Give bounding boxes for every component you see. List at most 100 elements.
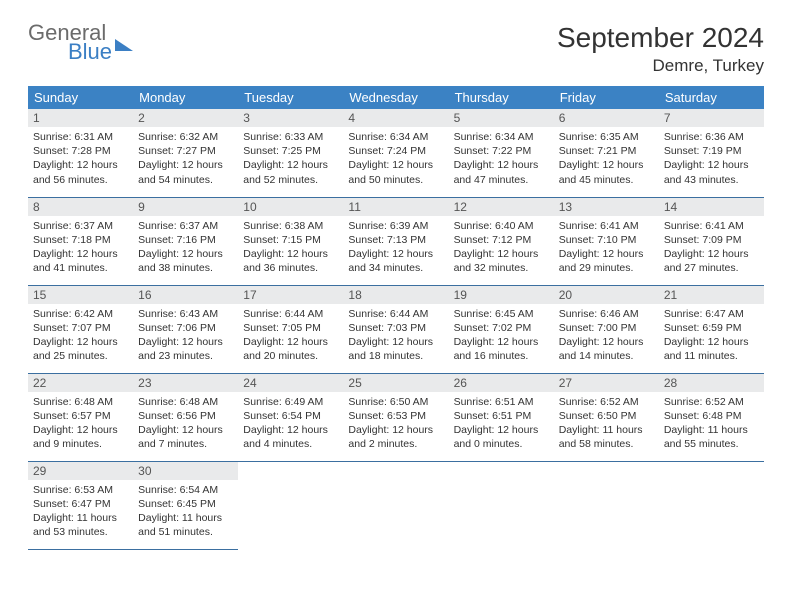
title-block: September 2024 Demre, Turkey <box>557 22 764 76</box>
logo: General Blue <box>28 22 133 63</box>
day-details: Sunrise: 6:51 AMSunset: 6:51 PMDaylight:… <box>449 392 554 457</box>
day-details: Sunrise: 6:54 AMSunset: 6:45 PMDaylight:… <box>133 480 238 545</box>
calendar-table: Sunday Monday Tuesday Wednesday Thursday… <box>28 86 764 550</box>
day-details: Sunrise: 6:35 AMSunset: 7:21 PMDaylight:… <box>554 127 659 192</box>
calendar-empty-cell <box>659 461 764 549</box>
dow-thursday: Thursday <box>449 86 554 109</box>
day-number: 29 <box>28 462 133 480</box>
calendar-empty-cell <box>449 461 554 549</box>
calendar-cell: 9Sunrise: 6:37 AMSunset: 7:16 PMDaylight… <box>133 197 238 285</box>
calendar-cell: 6Sunrise: 6:35 AMSunset: 7:21 PMDaylight… <box>554 109 659 197</box>
calendar-cell: 7Sunrise: 6:36 AMSunset: 7:19 PMDaylight… <box>659 109 764 197</box>
day-number: 9 <box>133 198 238 216</box>
calendar-cell: 5Sunrise: 6:34 AMSunset: 7:22 PMDaylight… <box>449 109 554 197</box>
day-number: 2 <box>133 109 238 127</box>
day-number: 30 <box>133 462 238 480</box>
calendar-cell: 12Sunrise: 6:40 AMSunset: 7:12 PMDayligh… <box>449 197 554 285</box>
day-number: 8 <box>28 198 133 216</box>
calendar-body: 1Sunrise: 6:31 AMSunset: 7:28 PMDaylight… <box>28 109 764 549</box>
calendar-cell: 18Sunrise: 6:44 AMSunset: 7:03 PMDayligh… <box>343 285 448 373</box>
calendar-cell: 15Sunrise: 6:42 AMSunset: 7:07 PMDayligh… <box>28 285 133 373</box>
day-number: 15 <box>28 286 133 304</box>
calendar-cell: 29Sunrise: 6:53 AMSunset: 6:47 PMDayligh… <box>28 461 133 549</box>
logo-triangle-icon <box>115 39 133 51</box>
calendar-row: 29Sunrise: 6:53 AMSunset: 6:47 PMDayligh… <box>28 461 764 549</box>
day-number: 27 <box>554 374 659 392</box>
day-number: 5 <box>449 109 554 127</box>
day-details: Sunrise: 6:48 AMSunset: 6:56 PMDaylight:… <box>133 392 238 457</box>
calendar-cell: 26Sunrise: 6:51 AMSunset: 6:51 PMDayligh… <box>449 373 554 461</box>
calendar-cell: 28Sunrise: 6:52 AMSunset: 6:48 PMDayligh… <box>659 373 764 461</box>
calendar-cell: 25Sunrise: 6:50 AMSunset: 6:53 PMDayligh… <box>343 373 448 461</box>
day-number: 25 <box>343 374 448 392</box>
calendar-cell: 20Sunrise: 6:46 AMSunset: 7:00 PMDayligh… <box>554 285 659 373</box>
day-number: 1 <box>28 109 133 127</box>
calendar-cell: 3Sunrise: 6:33 AMSunset: 7:25 PMDaylight… <box>238 109 343 197</box>
day-details: Sunrise: 6:36 AMSunset: 7:19 PMDaylight:… <box>659 127 764 192</box>
day-number: 13 <box>554 198 659 216</box>
day-details: Sunrise: 6:37 AMSunset: 7:16 PMDaylight:… <box>133 216 238 281</box>
day-number: 24 <box>238 374 343 392</box>
day-details: Sunrise: 6:48 AMSunset: 6:57 PMDaylight:… <box>28 392 133 457</box>
calendar-cell: 30Sunrise: 6:54 AMSunset: 6:45 PMDayligh… <box>133 461 238 549</box>
day-number: 6 <box>554 109 659 127</box>
calendar-cell: 16Sunrise: 6:43 AMSunset: 7:06 PMDayligh… <box>133 285 238 373</box>
day-details: Sunrise: 6:53 AMSunset: 6:47 PMDaylight:… <box>28 480 133 545</box>
calendar-row: 8Sunrise: 6:37 AMSunset: 7:18 PMDaylight… <box>28 197 764 285</box>
dow-wednesday: Wednesday <box>343 86 448 109</box>
calendar-cell: 23Sunrise: 6:48 AMSunset: 6:56 PMDayligh… <box>133 373 238 461</box>
calendar-cell: 10Sunrise: 6:38 AMSunset: 7:15 PMDayligh… <box>238 197 343 285</box>
calendar-cell: 1Sunrise: 6:31 AMSunset: 7:28 PMDaylight… <box>28 109 133 197</box>
dow-saturday: Saturday <box>659 86 764 109</box>
day-details: Sunrise: 6:52 AMSunset: 6:50 PMDaylight:… <box>554 392 659 457</box>
location-label: Demre, Turkey <box>557 56 764 76</box>
day-details: Sunrise: 6:50 AMSunset: 6:53 PMDaylight:… <box>343 392 448 457</box>
day-details: Sunrise: 6:42 AMSunset: 7:07 PMDaylight:… <box>28 304 133 369</box>
dow-tuesday: Tuesday <box>238 86 343 109</box>
day-details: Sunrise: 6:38 AMSunset: 7:15 PMDaylight:… <box>238 216 343 281</box>
dow-sunday: Sunday <box>28 86 133 109</box>
calendar-row: 22Sunrise: 6:48 AMSunset: 6:57 PMDayligh… <box>28 373 764 461</box>
day-number: 11 <box>343 198 448 216</box>
day-number: 17 <box>238 286 343 304</box>
calendar-cell: 2Sunrise: 6:32 AMSunset: 7:27 PMDaylight… <box>133 109 238 197</box>
day-details: Sunrise: 6:33 AMSunset: 7:25 PMDaylight:… <box>238 127 343 192</box>
dow-friday: Friday <box>554 86 659 109</box>
day-number: 14 <box>659 198 764 216</box>
day-number: 7 <box>659 109 764 127</box>
calendar-cell: 14Sunrise: 6:41 AMSunset: 7:09 PMDayligh… <box>659 197 764 285</box>
day-details: Sunrise: 6:49 AMSunset: 6:54 PMDaylight:… <box>238 392 343 457</box>
calendar-cell: 22Sunrise: 6:48 AMSunset: 6:57 PMDayligh… <box>28 373 133 461</box>
day-number: 19 <box>449 286 554 304</box>
day-number: 26 <box>449 374 554 392</box>
calendar-empty-cell <box>554 461 659 549</box>
day-number: 21 <box>659 286 764 304</box>
day-number: 12 <box>449 198 554 216</box>
calendar-empty-cell <box>343 461 448 549</box>
calendar-cell: 4Sunrise: 6:34 AMSunset: 7:24 PMDaylight… <box>343 109 448 197</box>
day-details: Sunrise: 6:44 AMSunset: 7:05 PMDaylight:… <box>238 304 343 369</box>
day-details: Sunrise: 6:39 AMSunset: 7:13 PMDaylight:… <box>343 216 448 281</box>
day-number: 18 <box>343 286 448 304</box>
page-title: September 2024 <box>557 22 764 54</box>
day-of-week-row: Sunday Monday Tuesday Wednesday Thursday… <box>28 86 764 109</box>
day-details: Sunrise: 6:44 AMSunset: 7:03 PMDaylight:… <box>343 304 448 369</box>
calendar-empty-cell <box>238 461 343 549</box>
day-details: Sunrise: 6:37 AMSunset: 7:18 PMDaylight:… <box>28 216 133 281</box>
calendar-row: 1Sunrise: 6:31 AMSunset: 7:28 PMDaylight… <box>28 109 764 197</box>
calendar-cell: 24Sunrise: 6:49 AMSunset: 6:54 PMDayligh… <box>238 373 343 461</box>
day-details: Sunrise: 6:40 AMSunset: 7:12 PMDaylight:… <box>449 216 554 281</box>
calendar-cell: 19Sunrise: 6:45 AMSunset: 7:02 PMDayligh… <box>449 285 554 373</box>
calendar-row: 15Sunrise: 6:42 AMSunset: 7:07 PMDayligh… <box>28 285 764 373</box>
day-details: Sunrise: 6:46 AMSunset: 7:00 PMDaylight:… <box>554 304 659 369</box>
calendar-cell: 27Sunrise: 6:52 AMSunset: 6:50 PMDayligh… <box>554 373 659 461</box>
calendar-cell: 11Sunrise: 6:39 AMSunset: 7:13 PMDayligh… <box>343 197 448 285</box>
day-details: Sunrise: 6:43 AMSunset: 7:06 PMDaylight:… <box>133 304 238 369</box>
day-details: Sunrise: 6:41 AMSunset: 7:10 PMDaylight:… <box>554 216 659 281</box>
calendar-cell: 21Sunrise: 6:47 AMSunset: 6:59 PMDayligh… <box>659 285 764 373</box>
header: General Blue September 2024 Demre, Turke… <box>28 22 764 76</box>
day-number: 22 <box>28 374 133 392</box>
day-number: 23 <box>133 374 238 392</box>
day-details: Sunrise: 6:52 AMSunset: 6:48 PMDaylight:… <box>659 392 764 457</box>
day-number: 16 <box>133 286 238 304</box>
